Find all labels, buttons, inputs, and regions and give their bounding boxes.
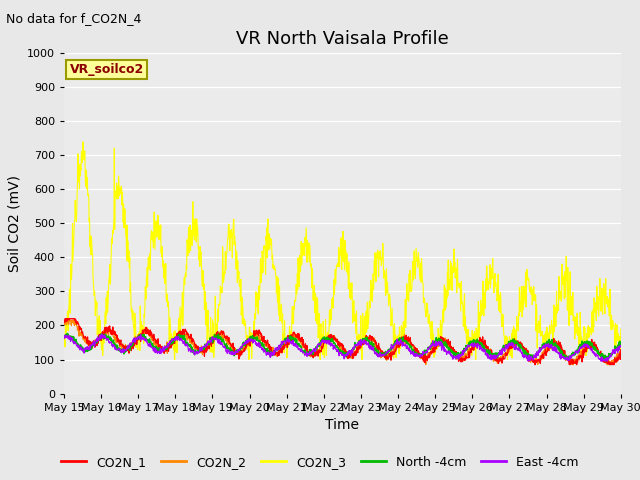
Legend: CO2N_1, CO2N_2, CO2N_3, North -4cm, East -4cm: CO2N_1, CO2N_2, CO2N_3, North -4cm, East… bbox=[56, 451, 584, 474]
Text: VR_soilco2: VR_soilco2 bbox=[70, 63, 144, 76]
Title: VR North Vaisala Profile: VR North Vaisala Profile bbox=[236, 30, 449, 48]
Y-axis label: Soil CO2 (mV): Soil CO2 (mV) bbox=[8, 175, 21, 272]
X-axis label: Time: Time bbox=[325, 418, 360, 432]
Text: No data for f_CO2N_4: No data for f_CO2N_4 bbox=[6, 12, 142, 25]
